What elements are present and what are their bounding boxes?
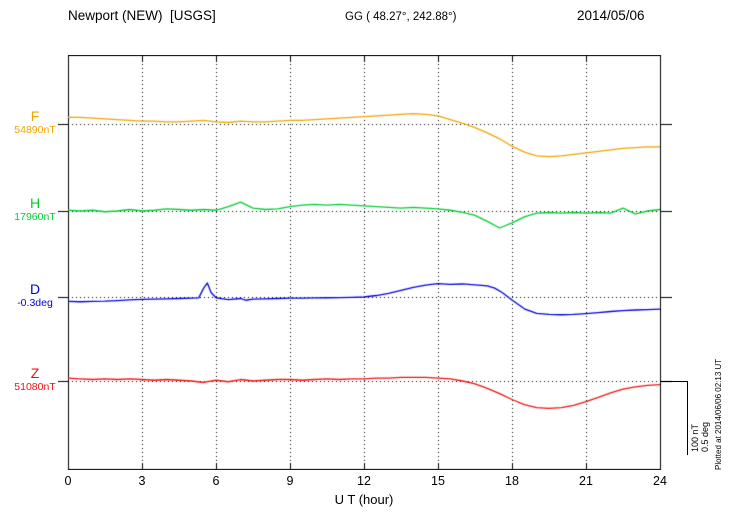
series-label-D: D -0.3deg — [4, 282, 66, 309]
series-letter-F: F — [30, 108, 40, 124]
station-title: Newport (NEW) [USGS] — [68, 8, 216, 23]
scale-bar-deg-label: 0.5 deg — [700, 421, 710, 452]
x-tick-label: 24 — [653, 474, 667, 488]
series-label-H: H 17960nT — [4, 196, 66, 223]
series-letter-D: D — [29, 281, 41, 297]
series-basevalue-Z: 51080nT — [14, 381, 56, 393]
series-letter-H: H — [29, 195, 41, 211]
magnetogram-plot — [58, 55, 672, 470]
series-basevalue-D: -0.3deg — [17, 297, 53, 309]
x-tick-label: 9 — [286, 474, 294, 488]
x-axis-label: U T (hour) — [334, 492, 394, 507]
series-label-F: F 54890nT — [4, 109, 66, 136]
geographic-coordinates: GG ( 48.27°, 242.88°) — [345, 11, 457, 23]
plot-date: 2014/05/06 — [577, 8, 645, 23]
scale-bar-horizontal-line — [660, 381, 688, 382]
x-tick-label: 3 — [138, 474, 146, 488]
scale-bar-labels: 100 nT 0.5 deg — [690, 422, 710, 452]
series-basevalue-H: 17960nT — [14, 211, 56, 223]
series-label-Z: Z 51080nT — [4, 366, 66, 393]
x-tick-label: 21 — [579, 474, 593, 488]
x-tick-label: 15 — [431, 474, 445, 488]
scale-bar-nt-label: 100 nT — [690, 423, 700, 452]
x-tick-label: 12 — [357, 474, 371, 488]
scale-bar-vertical-line — [687, 381, 688, 455]
x-tick-label: 18 — [505, 474, 519, 488]
series-letter-Z: Z — [30, 365, 40, 381]
series-basevalue-F: 54890nT — [14, 124, 56, 136]
plotted-at-note: Plotted at 2014/06/06 02:13 UT — [714, 358, 723, 470]
x-tick-label: 0 — [64, 474, 72, 488]
x-tick-label: 6 — [212, 474, 220, 488]
